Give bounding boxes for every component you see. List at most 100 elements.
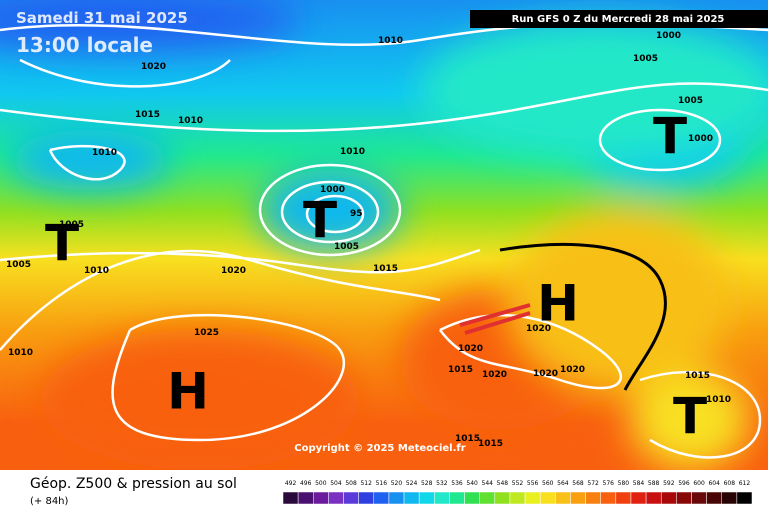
- scale-label: 568: [572, 480, 584, 487]
- scale-swatch: [403, 491, 420, 505]
- isobar-label: 1020: [560, 365, 585, 375]
- scale-swatch: [600, 491, 617, 505]
- scale-label: 536: [451, 480, 463, 487]
- scale-swatch: [706, 491, 722, 505]
- scale-label: 500: [315, 480, 327, 487]
- isobar-label: 1005: [6, 260, 31, 270]
- scale-label: 556: [527, 480, 539, 487]
- field: [0, 0, 768, 470]
- isobar-label: 1020: [533, 369, 558, 379]
- scale-label: 552: [512, 480, 524, 487]
- pressure-center: H: [537, 275, 579, 333]
- isobar-label: 1020: [221, 266, 246, 276]
- scale-swatch: [524, 491, 541, 505]
- scale-label: 584: [633, 480, 645, 487]
- scale-swatch: [736, 491, 753, 505]
- scale-label: 600: [693, 480, 705, 487]
- date: Samedi 31 mai 2025: [16, 9, 188, 27]
- scale-label: 572: [587, 480, 599, 487]
- scale-label: 588: [648, 480, 660, 487]
- footer-lead: (+ 84h): [30, 496, 69, 507]
- isobar-label: 1010: [84, 266, 109, 276]
- isobar-label: 1015: [448, 365, 473, 375]
- scale-swatch: [555, 491, 571, 505]
- pressure-center: H: [167, 363, 209, 421]
- isobar-label: 1015: [478, 439, 503, 449]
- scale-label: 608: [724, 480, 736, 487]
- isobar-label: 1000: [656, 31, 681, 41]
- scale-label: 604: [708, 480, 720, 487]
- isobar-label: 1005: [633, 54, 658, 64]
- scale-swatch: [570, 491, 586, 505]
- scale-label: 564: [557, 480, 569, 487]
- run-info: Run GFS 0 Z du Mercredi 28 mai 2025: [512, 14, 725, 25]
- scale-swatch: [691, 491, 707, 505]
- isobar-label: 95: [350, 209, 363, 219]
- isobar-label: 1025: [194, 328, 219, 338]
- scale-swatch: [358, 491, 375, 505]
- isobar-label: 1010: [706, 395, 731, 405]
- scale-swatch: [297, 491, 314, 505]
- isobar-label: 1015: [685, 371, 710, 381]
- scale-label: 528: [421, 480, 433, 487]
- scale-label: 612: [739, 480, 751, 487]
- isobar-label: 1010: [92, 148, 117, 158]
- scale-label: 540: [466, 480, 478, 487]
- time: 13:00 locale: [16, 33, 153, 57]
- scale-swatch: [494, 491, 511, 505]
- isobar-label: 1010: [340, 147, 365, 157]
- scale-label: 496: [300, 480, 312, 487]
- scale-swatch: [721, 491, 738, 505]
- scale-label: 596: [678, 480, 690, 487]
- pressure-center: T: [653, 108, 687, 166]
- isobar-label: 1020: [141, 62, 166, 72]
- isobar-label: 1010: [8, 348, 33, 358]
- isobar-label: 1015: [373, 264, 398, 274]
- isobar-label: 1010: [178, 116, 203, 126]
- scale-swatch: [615, 491, 632, 505]
- isobar-label: 1005: [678, 96, 703, 106]
- isobar-label: 1020: [482, 370, 507, 380]
- scale-label: 580: [618, 480, 630, 487]
- scale-swatch: [449, 491, 465, 505]
- scale-swatch: [313, 491, 329, 505]
- isobar-label: 1015: [135, 110, 160, 120]
- pressure-center: T: [45, 215, 79, 273]
- scale-swatch: [373, 491, 390, 505]
- isobar-label: 1015: [455, 434, 480, 444]
- isobar-label: 1005: [334, 242, 359, 252]
- copyright: Copyright © 2025 Meteociel.fr: [294, 443, 465, 454]
- isobar-label: 1010: [378, 36, 403, 46]
- scale-swatch: [328, 491, 344, 505]
- pressure-center: T: [303, 192, 337, 250]
- isobar-label: 1020: [526, 324, 551, 334]
- scale-swatch: [676, 491, 692, 505]
- scale-label: 560: [542, 480, 554, 487]
- isobar-label: 1000: [688, 134, 713, 144]
- footer-title: Géop. Z500 & pression au sol: [30, 476, 237, 492]
- scale-swatch: [630, 491, 647, 505]
- scale-swatch: [645, 491, 662, 505]
- pressure-center: T: [673, 388, 707, 446]
- isobar-label: 1005: [59, 220, 84, 230]
- scale-label: 492: [285, 480, 297, 487]
- scale-label: 548: [497, 480, 509, 487]
- scale-label: 516: [376, 480, 388, 487]
- scale-label: 532: [436, 480, 448, 487]
- scale-swatch: [585, 491, 601, 505]
- scale-label: 592: [663, 480, 675, 487]
- isobar-label: 1000: [320, 185, 345, 195]
- scale-label: 520: [391, 480, 403, 487]
- scale-swatch: [539, 491, 556, 505]
- scale-swatch: [434, 491, 450, 505]
- scale-swatch: [343, 491, 359, 505]
- scale-swatch: [418, 491, 435, 505]
- isobar-label: 1020: [458, 344, 483, 354]
- scale-swatch: [509, 491, 526, 505]
- scale-label: 508: [345, 480, 357, 487]
- scale-swatch: [660, 491, 677, 505]
- scale-label: 544: [482, 480, 494, 487]
- scale-label: 524: [406, 480, 418, 487]
